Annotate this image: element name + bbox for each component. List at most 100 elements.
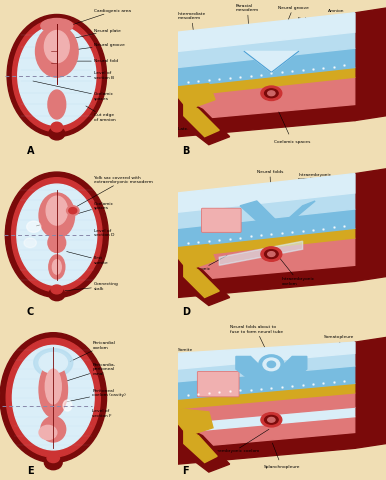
Polygon shape: [271, 357, 307, 385]
Ellipse shape: [48, 233, 66, 252]
Text: Peritoneal
coelom (cavity): Peritoneal coelom (cavity): [67, 389, 126, 402]
Polygon shape: [178, 384, 355, 409]
Text: Level of
section F: Level of section F: [92, 409, 112, 418]
Text: Neural folds about to
fuse to form neural tube: Neural folds about to fuse to form neura…: [230, 325, 283, 359]
Ellipse shape: [0, 333, 107, 463]
Text: Neural folds: Neural folds: [257, 170, 283, 206]
Ellipse shape: [264, 89, 278, 98]
Polygon shape: [219, 241, 303, 265]
Text: Intermediate
mesoderm: Intermediate mesoderm: [178, 12, 206, 74]
Ellipse shape: [69, 207, 77, 214]
Ellipse shape: [7, 14, 107, 137]
Polygon shape: [184, 261, 219, 298]
Ellipse shape: [12, 346, 94, 450]
Text: Pericardial
coelom: Pericardial coelom: [70, 341, 115, 361]
Polygon shape: [178, 257, 230, 305]
Ellipse shape: [259, 355, 284, 374]
Text: First
somite: First somite: [67, 252, 109, 265]
Text: Intraembryonic coelom: Intraembryonic coelom: [209, 429, 269, 454]
Polygon shape: [355, 8, 386, 120]
Polygon shape: [184, 428, 217, 463]
Text: Connecting
stalk: Connecting stalk: [65, 282, 119, 291]
Ellipse shape: [17, 184, 97, 286]
Ellipse shape: [261, 247, 282, 261]
Ellipse shape: [261, 86, 282, 100]
Ellipse shape: [24, 238, 36, 248]
Text: Yolk sac covered with
extraembryonic mesoderm: Yolk sac covered with extraembryonic mes…: [72, 176, 153, 209]
Ellipse shape: [36, 26, 78, 77]
Text: Splanchnopleure: Splanchnopleure: [264, 443, 300, 469]
Ellipse shape: [261, 413, 282, 427]
Text: Intraembryonic
coelom: Intraembryonic coelom: [273, 250, 315, 286]
Text: Cardiogenic area: Cardiogenic area: [72, 9, 131, 25]
Text: Coelomic
spaces: Coelomic spaces: [33, 81, 114, 101]
Ellipse shape: [51, 122, 63, 132]
Polygon shape: [178, 409, 213, 436]
Polygon shape: [178, 105, 355, 137]
Ellipse shape: [6, 338, 100, 457]
Polygon shape: [236, 357, 271, 385]
Polygon shape: [178, 432, 355, 464]
Ellipse shape: [39, 362, 68, 418]
Text: Somite: Somite: [178, 348, 217, 383]
Text: Neural fold: Neural fold: [74, 59, 118, 63]
Polygon shape: [240, 201, 278, 228]
FancyBboxPatch shape: [201, 208, 241, 232]
Polygon shape: [178, 68, 355, 96]
Polygon shape: [178, 96, 230, 145]
Polygon shape: [178, 209, 355, 248]
Text: Cut edge
of amnion: Cut edge of amnion: [86, 106, 116, 122]
Text: Intraembryonic
splanchnic
mesoderm: Intraembryonic splanchnic mesoderm: [178, 255, 227, 280]
Ellipse shape: [34, 348, 73, 377]
FancyBboxPatch shape: [197, 372, 239, 397]
Text: Paraxial
mesoderm: Paraxial mesoderm: [236, 4, 259, 59]
Polygon shape: [178, 423, 230, 472]
Polygon shape: [178, 228, 355, 257]
Ellipse shape: [67, 206, 79, 216]
Ellipse shape: [267, 361, 276, 368]
Ellipse shape: [268, 91, 275, 96]
Text: Pericardia-
peritoneal
canal: Pericardia- peritoneal canal: [66, 362, 115, 381]
Ellipse shape: [39, 193, 74, 238]
Polygon shape: [178, 393, 355, 423]
Polygon shape: [178, 174, 355, 228]
Text: E: E: [27, 466, 33, 476]
Text: Coelomic
spaces: Coelomic spaces: [36, 202, 114, 226]
Ellipse shape: [268, 418, 275, 422]
Ellipse shape: [268, 252, 275, 256]
Ellipse shape: [52, 260, 61, 274]
Ellipse shape: [39, 352, 68, 373]
Ellipse shape: [44, 456, 62, 470]
Ellipse shape: [49, 127, 65, 140]
Text: Neural plate: Neural plate: [68, 28, 121, 39]
Text: A: A: [27, 146, 34, 156]
Ellipse shape: [47, 453, 59, 463]
Ellipse shape: [41, 417, 66, 442]
Polygon shape: [178, 244, 215, 270]
Text: Embryonic ectoderm: Embryonic ectoderm: [298, 17, 344, 53]
Ellipse shape: [27, 221, 41, 232]
Polygon shape: [178, 77, 355, 120]
Ellipse shape: [5, 172, 108, 298]
Text: Lateral mesoderm: Lateral mesoderm: [178, 115, 217, 131]
Polygon shape: [178, 417, 355, 448]
Text: Somatopleure: Somatopleure: [323, 336, 354, 359]
Ellipse shape: [12, 178, 102, 292]
Text: Neural groove: Neural groove: [273, 6, 308, 59]
Polygon shape: [184, 100, 219, 137]
Polygon shape: [178, 407, 355, 432]
Ellipse shape: [39, 425, 57, 440]
Polygon shape: [178, 238, 355, 281]
Polygon shape: [178, 174, 355, 212]
Polygon shape: [244, 51, 298, 72]
Text: Neural groove: Neural groove: [65, 43, 125, 51]
Text: D: D: [182, 307, 190, 317]
Text: Intraembryonic
somatic mesoderm: Intraembryonic somatic mesoderm: [298, 173, 340, 214]
Ellipse shape: [18, 26, 96, 125]
Ellipse shape: [48, 90, 66, 119]
Ellipse shape: [46, 196, 68, 225]
Ellipse shape: [44, 31, 69, 63]
Text: F: F: [182, 466, 188, 476]
Polygon shape: [178, 366, 355, 399]
Ellipse shape: [41, 19, 73, 33]
